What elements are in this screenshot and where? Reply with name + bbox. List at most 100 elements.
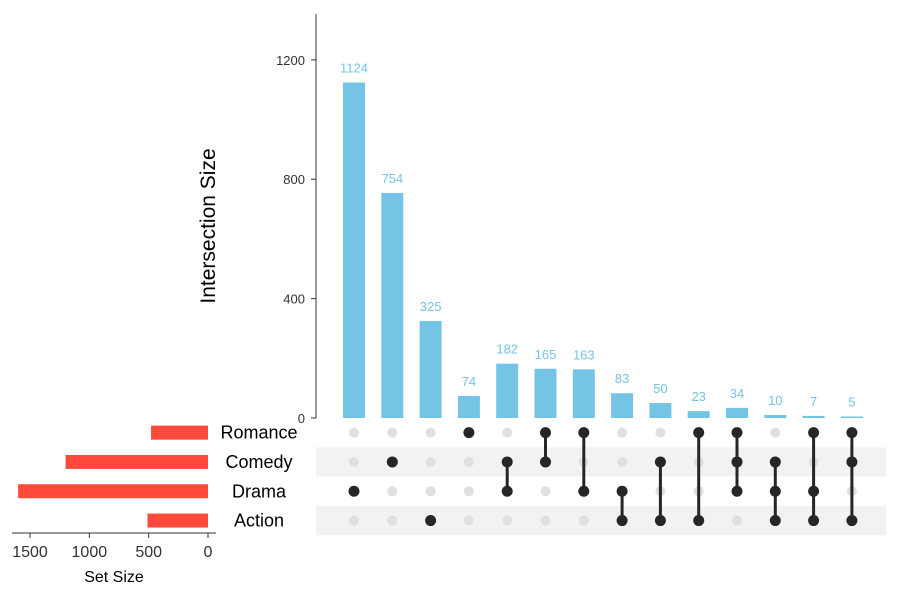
matrix-stripe-action	[316, 505, 886, 536]
set-name-action: Action	[234, 511, 284, 531]
intersection-bar	[649, 403, 672, 418]
matrix-dot-active	[808, 485, 820, 497]
matrix-dot-inactive	[387, 427, 398, 438]
matrix-dot-inactive	[732, 515, 742, 526]
intersection-bar-label: 23	[691, 389, 705, 404]
set-size-tick-label: 1500	[12, 544, 48, 561]
set-name-romance: Romance	[220, 423, 297, 443]
matrix-dot-inactive	[617, 427, 628, 438]
intersection-bar	[381, 192, 404, 418]
matrix-dot-active	[425, 515, 437, 527]
matrix-dot-active	[578, 427, 590, 439]
matrix-dot-inactive	[349, 427, 359, 438]
matrix-dot-active	[616, 485, 628, 497]
intersection-matrix	[348, 427, 858, 527]
intersection-bar-label: 165	[535, 347, 557, 362]
intersection-bar-label: 10	[768, 393, 782, 408]
set-size-bar-drama	[18, 484, 209, 499]
intersection-y-ticks: 0 400 800 1200	[276, 53, 316, 426]
intersection-bar	[457, 395, 480, 418]
matrix-stripes	[316, 447, 886, 536]
set-size-bar-romance	[151, 425, 208, 440]
matrix-dot-inactive	[463, 486, 474, 497]
matrix-dot-active	[501, 456, 513, 468]
matrix-dot-inactive	[540, 515, 551, 526]
matrix-dot-active	[463, 427, 475, 439]
intersection-bar	[726, 407, 748, 418]
matrix-dot-active	[654, 515, 666, 527]
matrix-dot-inactive	[463, 515, 474, 526]
intersection-size-title: Intersection Size	[197, 148, 220, 303]
matrix-dot-inactive	[387, 486, 398, 497]
matrix-stripe-comedy	[316, 447, 886, 477]
set-size-bar-action	[147, 513, 208, 528]
matrix-dot-inactive	[425, 486, 436, 497]
set-size-tick-label: 500	[135, 544, 162, 561]
matrix-dot-active	[846, 515, 858, 527]
matrix-dot-inactive	[540, 486, 551, 497]
intersection-bar	[687, 411, 710, 418]
intersection-bar-label: 325	[420, 299, 442, 314]
intersection-bar-label: 34	[730, 386, 744, 401]
set-size-axis: Set Size	[12, 532, 216, 586]
intersection-bar-label: 7	[810, 394, 817, 409]
intersection-bar	[611, 393, 634, 418]
matrix-dot-active	[731, 456, 743, 468]
y-tick-label: 800	[283, 172, 305, 187]
set-size-bar-comedy	[65, 454, 208, 469]
intersection-bar	[343, 82, 365, 418]
matrix-dot-active	[808, 427, 820, 439]
intersection-bar-label: 163	[573, 347, 595, 362]
matrix-dot-inactive	[349, 515, 359, 526]
matrix-dot-active	[769, 456, 781, 468]
matrix-dot-active	[616, 515, 628, 527]
set-names: Romance Comedy Drama Action	[220, 423, 297, 531]
intersection-bar	[419, 321, 442, 418]
intersection-bar-label: 5	[848, 395, 855, 410]
matrix-dot-inactive	[655, 427, 666, 438]
matrix-dot-active	[540, 456, 551, 468]
intersection-bar-label: 1124	[340, 61, 368, 76]
matrix-dot-active	[693, 515, 705, 527]
matrix-dot-active	[578, 485, 590, 497]
intersection-bar	[534, 368, 557, 418]
intersection-bar-labels: 1124 754 325 74 182 165 163 83 50 23 34 10 7 5	[340, 61, 856, 410]
matrix-dot-active	[846, 456, 858, 468]
intersection-bar	[572, 369, 595, 418]
set-name-comedy: Comedy	[225, 452, 292, 472]
intersection-bar	[496, 363, 519, 418]
set-size-ticks: 1500 1000 500 0	[12, 533, 213, 561]
matrix-dot-active	[769, 485, 781, 497]
intersection-bars	[343, 82, 863, 418]
matrix-dot-active	[501, 485, 513, 497]
y-tick-label: 1200	[276, 53, 305, 68]
matrix-dot-inactive	[502, 515, 513, 526]
matrix-dot-inactive	[425, 427, 436, 438]
intersection-bar	[840, 416, 863, 418]
y-tick-label: 400	[283, 292, 305, 307]
intersection-bar-label: 182	[496, 342, 518, 357]
matrix-dot-active	[846, 427, 858, 439]
intersection-bar	[764, 415, 787, 418]
set-name-drama: Drama	[232, 481, 287, 501]
intersection-bar-label: 83	[615, 371, 629, 386]
matrix-dot-active	[693, 427, 705, 439]
matrix-dot-active	[731, 485, 743, 497]
set-size-title: Set Size	[84, 569, 144, 586]
matrix-dot-active	[731, 427, 743, 439]
set-size-tick-label: 1000	[72, 544, 108, 561]
matrix-dot-inactive	[770, 427, 781, 438]
matrix-dot-inactive	[502, 427, 513, 438]
matrix-dot-active	[654, 456, 666, 468]
matrix-dot-inactive	[349, 456, 359, 467]
matrix-dot-active	[769, 515, 781, 527]
matrix-dot-active	[540, 427, 551, 439]
matrix-dot-active	[386, 456, 398, 468]
matrix-dot-inactive	[425, 456, 436, 467]
matrix-dot-inactive	[387, 515, 398, 526]
y-tick-label: 0	[298, 411, 305, 426]
intersection-bar	[802, 415, 825, 418]
matrix-dot-inactive	[463, 456, 474, 467]
intersection-bar-label: 74	[462, 374, 476, 389]
